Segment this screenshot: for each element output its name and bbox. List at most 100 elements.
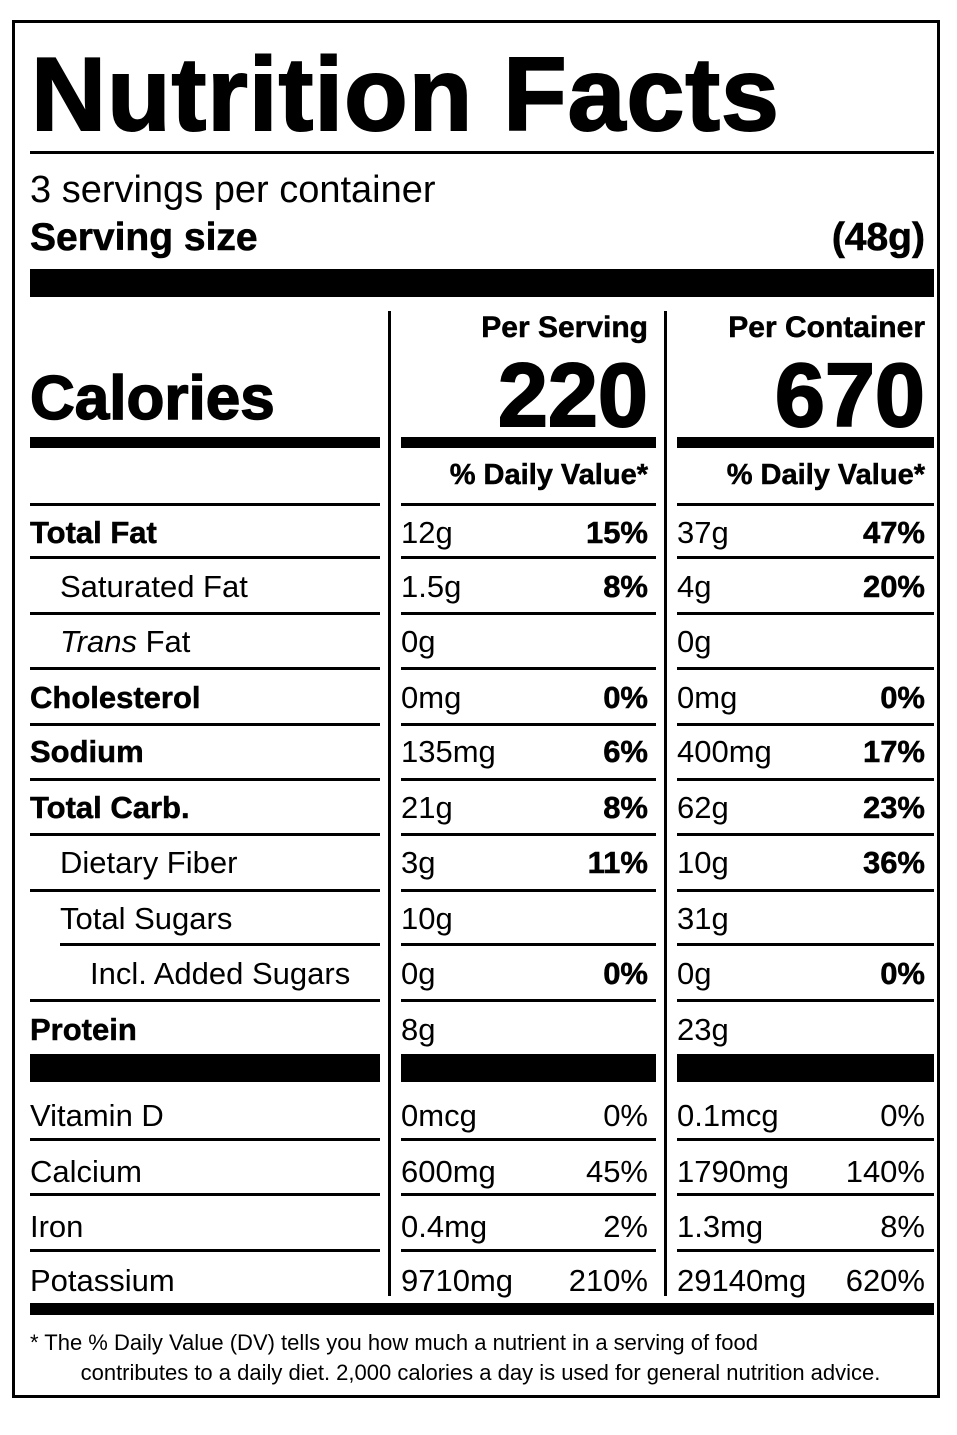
nutrient-name: Dietary Fiber [60,845,238,880]
row-divider [677,723,934,726]
row-divider [677,889,934,892]
calories-divider-3 [677,437,934,448]
row-divider [30,503,380,506]
serving-daily-value: 8% [603,569,648,604]
thick-divider-protein-1 [30,1054,380,1082]
nutrient-name: Total Carb. [30,790,190,825]
footnote-line-2: contributes to a daily diet. 2,000 calor… [80,1360,881,1385]
serving-daily-value: 6% [603,734,648,769]
nutrient-name: Trans Fat [60,626,190,657]
row-divider [677,943,934,946]
container-daily-value: 36% [862,845,926,880]
nutrient-name: Total Sugars [60,901,233,936]
row-divider [30,833,380,836]
nutrient-name: Cholesterol [30,680,201,715]
serving-amount: 0mcg [401,1098,477,1133]
row-divider [30,612,380,615]
serving-amount: 10g [401,901,453,936]
row-divider [401,503,656,506]
row-divider [677,1138,934,1141]
container-amount: 31g [677,901,729,936]
container-amount: 0mg [677,680,738,715]
serving-amount: 135mg [401,734,496,769]
nutrient-name: Saturated Fat [60,569,248,604]
nutrient-name-italic: Trans [60,624,137,659]
row-divider [30,778,380,781]
container-amount: 1.3mg [677,1209,764,1244]
vitamin-name: Vitamin D [30,1098,164,1133]
row-divider [30,1193,380,1196]
nutrition-facts-label: Nutrition Facts 3 servings per container… [12,20,940,1398]
row-divider [401,612,656,615]
serving-daily-value: 0% [603,1098,648,1133]
serving-amount: 0g [401,956,436,991]
column-divider-1 [388,311,391,1296]
row-divider [401,778,656,781]
daily-value-footnote: * The % Daily Value (DV) tells you how m… [30,1328,931,1388]
serving-amount: 0mg [401,680,462,715]
label-title: Nutrition Facts [30,37,780,153]
row-divider [401,667,656,670]
row-divider [401,1138,656,1141]
row-divider [677,999,934,1002]
daily-value-header-container: % Daily Value* [726,459,925,491]
row-divider [60,943,380,946]
per-container-header: Per Container [728,311,925,344]
serving-daily-value: 45% [585,1154,648,1189]
nutrient-name: Incl. Added Sugars [90,956,351,991]
container-amount: 37g [677,515,729,550]
container-daily-value: 8% [880,1209,925,1244]
vitamin-name: Iron [30,1209,84,1244]
serving-amount: 0.4mg [401,1209,488,1244]
container-amount: 0.1mcg [677,1098,779,1133]
serving-daily-value: 11% [587,845,648,880]
calories-divider-1 [30,437,380,448]
calories-divider-2 [401,437,656,448]
row-divider [401,943,656,946]
container-amount: 1790mg [677,1154,790,1189]
serving-amount: 8g [401,1012,436,1047]
row-divider [677,612,934,615]
nutrient-name-rest: Fat [136,624,191,659]
container-amount: 0g [677,624,712,659]
container-amount: 0g [677,956,712,991]
row-divider [30,1138,380,1141]
row-divider [677,1249,934,1252]
nutrient-name: Total Fat [30,515,157,550]
serving-daily-value: 8% [603,790,648,825]
row-divider [401,889,656,892]
servings-per-container: 3 servings per container [30,169,436,211]
container-daily-value: 140% [845,1154,925,1189]
serving-amount: 600mg [401,1154,496,1189]
container-daily-value: 47% [862,515,926,550]
container-amount: 400mg [677,734,772,769]
row-divider [30,889,380,892]
thick-divider-bottom [30,1303,934,1315]
container-amount: 10g [677,845,729,880]
row-divider [30,1249,380,1252]
container-daily-value: 17% [862,734,926,769]
row-divider [401,556,656,559]
container-amount: 23g [677,1012,729,1047]
row-divider [677,503,934,506]
nutrient-name: Sodium [30,734,144,769]
container-daily-value: 0% [880,680,925,715]
vitamin-name: Calcium [30,1154,142,1189]
daily-value-header-serving: % Daily Value* [449,459,648,491]
row-divider [677,667,934,670]
serving-amount: 12g [401,515,453,550]
row-divider [401,999,656,1002]
per-serving-header: Per Serving [481,311,648,344]
thick-divider-protein-2 [401,1054,656,1082]
row-divider [30,556,380,559]
serving-amount: 0g [401,624,436,659]
serving-amount: 21g [401,790,453,825]
container-daily-value: 620% [845,1263,925,1298]
serving-size-value: (48g) [831,216,926,259]
row-divider [677,778,934,781]
row-divider [401,723,656,726]
row-divider [677,556,934,559]
row-divider [30,999,380,1002]
row-divider [401,1193,656,1196]
calories-per-container: 670 [774,346,926,446]
